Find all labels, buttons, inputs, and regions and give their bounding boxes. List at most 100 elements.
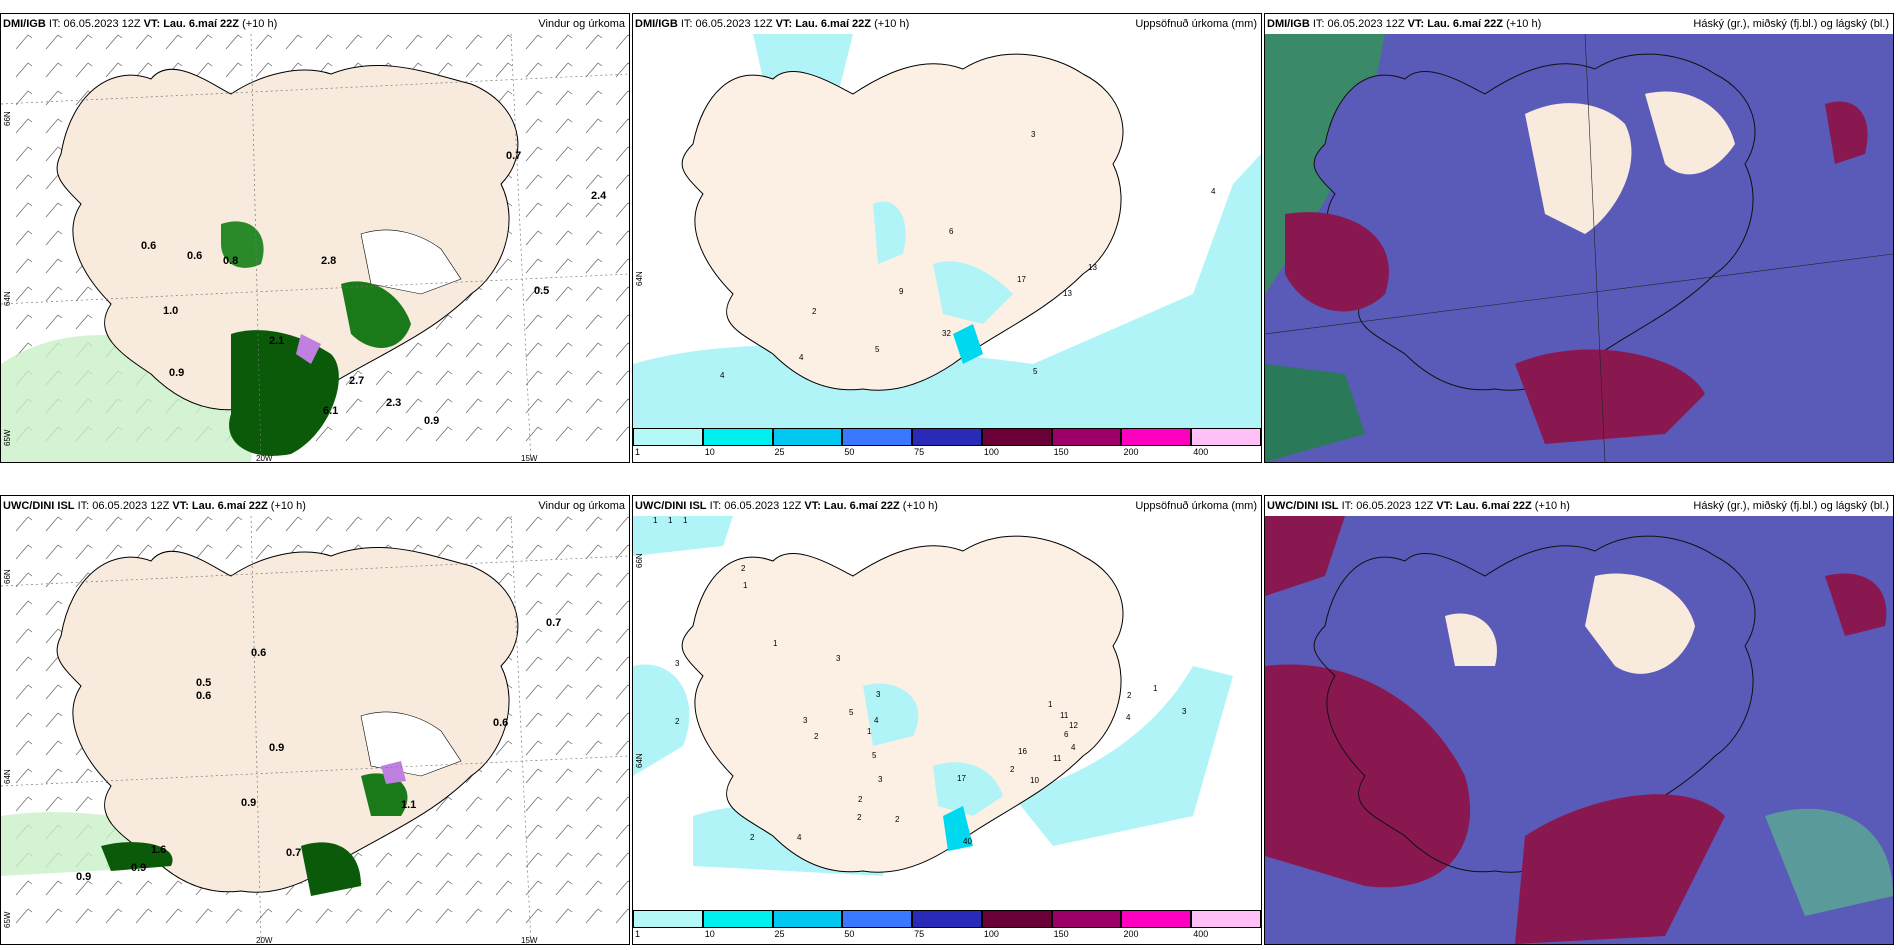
valid-time: Lau. 6.maí 22Z bbox=[163, 18, 240, 30]
wind-barb bbox=[45, 600, 63, 616]
panel-title: Háský (gr.), miðský (fj.bl.) og lágský (… bbox=[1693, 500, 1889, 512]
wind-barb bbox=[525, 90, 543, 106]
wind-barb bbox=[555, 202, 573, 218]
wind-barb bbox=[135, 544, 153, 560]
wind-barb bbox=[555, 90, 573, 106]
wind-barb bbox=[255, 544, 273, 560]
wind-barb bbox=[615, 342, 629, 358]
wind-barb bbox=[75, 286, 93, 302]
mid-cloud-area bbox=[1265, 664, 1471, 888]
init-time: IT: 06.05.2023 12Z bbox=[1341, 500, 1434, 512]
value-label: 1 bbox=[653, 516, 658, 525]
panel-header: DMI/IGB IT: 06.05.2023 12Z VT: Lau. 6.ma… bbox=[633, 14, 1261, 34]
accum-value-labels: 3 4 6 9 2 4 5 4 5 32 17 13 13 bbox=[720, 130, 1216, 380]
wind-precip-map: 0.7 0.6 0.6 0.8 1.0 2.1 0.9 2.7 2.3 6.1 0.9 2.8 0.5 2… bbox=[1, 34, 629, 462]
model-name: DMI/IGB bbox=[3, 18, 46, 30]
accum-land-area bbox=[933, 762, 1003, 816]
wind-barb bbox=[45, 62, 63, 78]
wind-barb bbox=[585, 768, 603, 784]
colorbar-segment bbox=[702, 428, 773, 446]
high-cloud-area bbox=[1265, 364, 1365, 462]
glacier-area bbox=[360, 711, 462, 777]
panel-uwc-wind: UWC/DINI ISL IT: 06.05.2023 12Z VT: Lau.… bbox=[0, 495, 630, 945]
value-label: 3 bbox=[836, 654, 841, 663]
wind-barb bbox=[615, 370, 629, 386]
wind-barb bbox=[15, 230, 33, 246]
wind-barb bbox=[45, 796, 63, 812]
wind-barb bbox=[495, 314, 513, 330]
init-time: IT: 06.05.2023 12Z bbox=[77, 500, 170, 512]
wind-barb bbox=[15, 712, 33, 728]
wind-barb bbox=[525, 768, 543, 784]
wind-barb bbox=[555, 118, 573, 134]
high-cloud-area bbox=[1765, 808, 1893, 916]
mid-cloud-area bbox=[1285, 212, 1389, 312]
lat-label: 64N bbox=[635, 271, 644, 286]
value-label: 4 bbox=[799, 353, 804, 362]
panel-header: UWC/DINI ISL IT: 06.05.2023 12Z VT: Lau.… bbox=[1, 496, 629, 516]
value-label: 32 bbox=[942, 329, 951, 338]
wind-barb bbox=[495, 286, 513, 302]
wind-barb bbox=[615, 118, 629, 134]
wind-barb bbox=[75, 516, 93, 532]
colorbar-tick: 75 bbox=[914, 447, 925, 457]
wind-barb bbox=[555, 628, 573, 644]
wind-barb bbox=[15, 174, 33, 190]
valid-label: VT: bbox=[172, 500, 189, 512]
cloud-map bbox=[1265, 516, 1893, 944]
panel-dmi-wind: DMI/IGB IT: 06.05.2023 12Z VT: Lau. 6.ma… bbox=[0, 13, 630, 463]
lead-time: (+10 h) bbox=[1534, 500, 1570, 512]
wind-barb bbox=[525, 600, 543, 616]
wind-barb bbox=[105, 544, 123, 560]
accum-precip-map: 3 4 6 9 2 4 5 4 5 32 17 13 13 bbox=[633, 34, 1261, 428]
mid-cloud-area bbox=[1825, 101, 1868, 164]
precip-green-area bbox=[361, 773, 408, 816]
wind-barb bbox=[585, 426, 603, 442]
model-name: DMI/IGB bbox=[1267, 18, 1310, 30]
value-label: 2.3 bbox=[386, 397, 401, 409]
wind-barb bbox=[555, 286, 573, 302]
wind-barb bbox=[615, 628, 629, 644]
colorbar-segment bbox=[772, 428, 843, 446]
wind-barb bbox=[585, 90, 603, 106]
value-label: 40 bbox=[963, 837, 972, 846]
wind-barb bbox=[45, 740, 63, 756]
wind-barb bbox=[525, 202, 543, 218]
value-label: 2 bbox=[675, 717, 680, 726]
wind-barb bbox=[405, 908, 423, 924]
value-label: 4 bbox=[720, 371, 725, 380]
wind-barb bbox=[555, 258, 573, 274]
value-label: 3 bbox=[876, 690, 881, 699]
value-label: 1 bbox=[668, 516, 673, 525]
value-label: 4 bbox=[874, 716, 879, 725]
wind-barb bbox=[465, 314, 483, 330]
wind-barb bbox=[45, 118, 63, 134]
wind-barb bbox=[585, 628, 603, 644]
wind-barb bbox=[225, 62, 243, 78]
accum-sea-area bbox=[633, 664, 690, 776]
wind-barb bbox=[555, 146, 573, 162]
wind-barb bbox=[585, 740, 603, 756]
wind-barb bbox=[345, 908, 363, 924]
wind-barb bbox=[585, 370, 603, 386]
value-label: 16 bbox=[1018, 747, 1027, 756]
wind-barb bbox=[135, 516, 153, 532]
wind-barb bbox=[525, 544, 543, 560]
accum-land-area bbox=[873, 201, 906, 264]
wind-barb bbox=[465, 426, 483, 442]
init-time: IT: 06.05.2023 12Z bbox=[48, 18, 141, 30]
accum-land-area bbox=[943, 806, 973, 851]
clear-land-area bbox=[1645, 91, 1735, 175]
wind-barb bbox=[75, 796, 93, 812]
wind-barb bbox=[435, 62, 453, 78]
wind-barb bbox=[375, 370, 393, 386]
value-label: 3 bbox=[878, 775, 883, 784]
value-label: 2.1 bbox=[269, 335, 284, 347]
colorbar-segment bbox=[633, 910, 703, 928]
wind-barb bbox=[555, 572, 573, 588]
wind-barb bbox=[345, 34, 363, 50]
wind-barb bbox=[585, 314, 603, 330]
wind-barb bbox=[465, 34, 483, 50]
lead-time: (+10 h) bbox=[874, 18, 910, 30]
lead-time: (+10 h) bbox=[270, 500, 306, 512]
